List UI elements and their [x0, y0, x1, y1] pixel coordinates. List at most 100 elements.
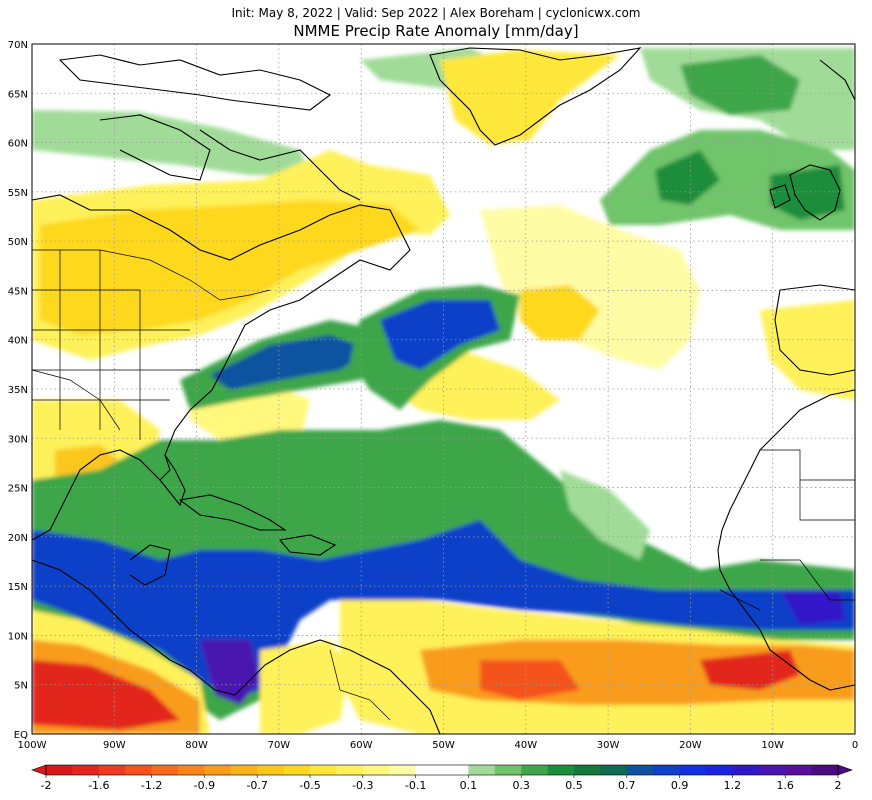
lat-tick-label: 50N: [8, 237, 28, 248]
lat-tick-label: EQ: [14, 730, 28, 741]
coast-arctic-islands: [58, 54, 332, 111]
colorbar-segment: [336, 765, 364, 775]
anomaly-green-dark-north: [680, 55, 800, 115]
lat-tick-label: 30N: [8, 434, 28, 445]
colorbar-segment: [204, 765, 232, 775]
lon-tick-label: 100W: [18, 740, 47, 751]
colorbar-segment: [178, 765, 205, 775]
anomaly-yellow-canada-core: [40, 200, 420, 335]
lon-tick-label: 10W: [761, 740, 784, 751]
colorbar-segment: [72, 765, 100, 775]
coast-cuba: [178, 494, 287, 531]
anomaly-red-west-pac: [32, 660, 180, 730]
lat-tick-label: 60N: [8, 139, 28, 150]
colorbar-label: 0.7: [618, 779, 636, 792]
init-valid-line: Init: May 8, 2022 | Valid: Sep 2022 | Al…: [231, 6, 641, 20]
lon-tick-label: 50W: [432, 740, 455, 751]
colorbar-segment: [626, 765, 654, 775]
coast-west-africa: [717, 389, 855, 691]
colorbar-extend-high: [837, 764, 853, 776]
colorbar-segment: [574, 765, 601, 775]
anomaly-purple-central-america: [200, 640, 260, 705]
map-frame: [32, 44, 855, 734]
lat-tick-label: 5N: [14, 681, 28, 692]
colorbar-segment: [257, 765, 285, 775]
colorbar-segment: [46, 765, 73, 775]
anomaly-green-gulf-mexico: [120, 450, 220, 520]
colorbar-label: -1.6: [88, 779, 109, 792]
colorbar-segment: [151, 765, 179, 775]
coast-iberia: [774, 284, 855, 376]
anomaly-fields: [32, 48, 855, 734]
colorbar-label: 1.2: [724, 779, 742, 792]
lat-tick-label: 20N: [8, 533, 28, 544]
anomaly-blue-nwatl: [380, 300, 500, 370]
lon-tick-label: 30W: [597, 740, 620, 751]
coast-north-america-east: [32, 194, 411, 541]
map-title: NMME Precip Rate Anomaly [mm/day]: [293, 22, 579, 40]
border-mexico: [32, 369, 121, 431]
colorbar-segment: [389, 765, 417, 775]
colorbar-label: -2: [41, 779, 52, 792]
lon-tick-labels: 100W 90W 80W 70W 60W 50W 40W 30W 20W 10W 0: [18, 740, 859, 751]
colorbar-label: 1.6: [776, 779, 794, 792]
coast-norway: [819, 59, 855, 101]
colorbar-outline: [45, 764, 839, 776]
anomaly-red-itcz-east: [700, 650, 800, 690]
colorbar-segment: [442, 765, 469, 775]
colorbar: [31, 764, 853, 776]
lon-tick-label: 0: [852, 740, 858, 751]
colorbar-label: 0.9: [671, 779, 689, 792]
borders: [32, 249, 855, 721]
colorbar-segment: [653, 765, 681, 775]
border-us-states: [32, 250, 200, 440]
coast-yucatan-central-america: [32, 559, 266, 696]
coast-florida: [159, 454, 186, 507]
lat-tick-label: 70N: [8, 40, 28, 51]
colorbar-segment: [758, 765, 786, 775]
colorbar-label: -1.2: [141, 779, 162, 792]
border-south-america: [329, 649, 391, 721]
colorbar-segment: [494, 765, 522, 775]
colorbar-label: -0.7: [246, 779, 267, 792]
coast-hispaniola: [278, 534, 337, 556]
lat-tick-labels: EQ 5N 10N 15N 20N 25N 30N 35N 40N 45N 50N 55N 60N 65N…: [8, 40, 28, 741]
colorbar-segment: [362, 765, 390, 775]
anomaly-yellow-mid-atlantic: [480, 205, 700, 370]
colorbar-segment: [230, 765, 258, 775]
coast-greenland: [429, 47, 642, 146]
lon-tick-label: 70W: [268, 740, 291, 751]
colorbar-label: -0.9: [194, 779, 215, 792]
colorbar-segment: [600, 765, 628, 775]
colorbar-segment: [283, 765, 311, 775]
coast-uk-ireland: [769, 164, 841, 221]
coast-hudson: [99, 114, 211, 181]
anomaly-light-green-edge: [560, 470, 650, 560]
colorbar-segment: [521, 765, 549, 775]
map-border: [31, 43, 856, 735]
colorbar-label: -0.3: [352, 779, 373, 792]
colorbar-label: -0.1: [405, 779, 426, 792]
lat-tick-label: 25N: [8, 484, 28, 495]
colorbar-segment: [125, 765, 153, 775]
colorbar-segment: [547, 765, 575, 775]
colorbar-extend-low: [31, 764, 47, 776]
anomaly-green-labrador: [32, 110, 310, 175]
lon-tick-label: 40W: [514, 740, 537, 751]
lat-tick-label: 55N: [8, 188, 28, 199]
lon-tick-label: 80W: [185, 740, 208, 751]
coastlines: [32, 47, 855, 734]
lat-tick-label: 35N: [8, 385, 28, 396]
colorbar-label: 0.5: [565, 779, 583, 792]
colorbar-label: 0.1: [460, 779, 478, 792]
colorbar-label: 2: [835, 779, 842, 792]
colorbar-segment: [785, 765, 813, 775]
coast-south-america: [264, 639, 441, 734]
colorbar-segment: [98, 765, 126, 775]
border-africa: [719, 449, 855, 611]
anomaly-green-uk-dark: [655, 150, 720, 205]
anomaly-yellow-greenland: [440, 50, 620, 145]
lat-tick-label: 10N: [8, 631, 28, 642]
anomaly-red-itcz-mid: [480, 660, 580, 700]
